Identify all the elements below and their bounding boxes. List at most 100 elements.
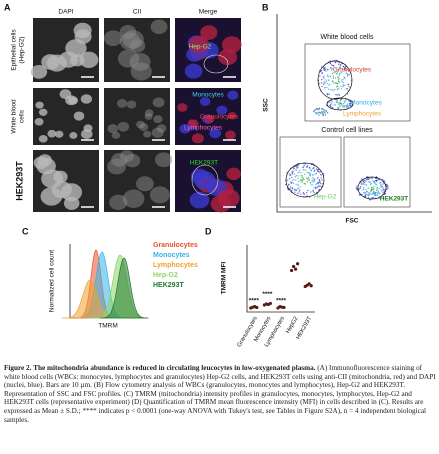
event: [369, 192, 371, 194]
event: [288, 173, 291, 175]
plot-title: White blood cells: [321, 34, 374, 41]
event: [320, 177, 322, 179]
event: [387, 187, 389, 189]
event: [329, 83, 331, 85]
cell: [200, 25, 218, 40]
event: [295, 169, 297, 171]
event: [335, 70, 337, 73]
event: [323, 68, 325, 70]
event: [373, 194, 376, 197]
event: [292, 170, 294, 172]
event: [310, 170, 313, 172]
event: [293, 178, 295, 181]
event: [367, 197, 370, 199]
event: [375, 183, 377, 185]
event: [379, 181, 382, 184]
event: [371, 177, 373, 179]
event: [345, 98, 347, 101]
event: [345, 65, 347, 68]
event: [318, 109, 320, 111]
event: [340, 104, 342, 106]
event: [370, 182, 373, 185]
event: [319, 171, 321, 174]
event: [312, 168, 314, 170]
event: [324, 82, 327, 84]
event: [336, 76, 339, 78]
event: [328, 79, 330, 81]
event: [307, 176, 309, 178]
event: [337, 108, 339, 110]
event: [317, 170, 320, 173]
event: [365, 188, 367, 191]
event: [377, 194, 379, 196]
event: [331, 107, 334, 109]
event: [334, 77, 337, 79]
panel-label: B: [262, 2, 269, 12]
event: [294, 176, 297, 178]
event: [286, 179, 289, 181]
event: [317, 169, 319, 171]
event: [338, 81, 341, 83]
overlay-label: Monocytes: [192, 92, 224, 99]
event: [330, 105, 332, 108]
event: [294, 191, 296, 193]
event: [319, 70, 322, 73]
event: [364, 194, 367, 197]
event: [326, 69, 329, 71]
cell: [193, 171, 216, 190]
event: [289, 174, 292, 176]
event: [332, 77, 335, 79]
event: [342, 106, 344, 108]
event: [335, 82, 337, 84]
overlay-label: HEK293T: [190, 160, 218, 167]
event: [321, 85, 323, 88]
event: [326, 82, 329, 85]
event: [375, 193, 377, 195]
cell: [156, 124, 167, 133]
legend-entry: Monocytes: [153, 252, 190, 259]
event: [345, 106, 348, 108]
event: [342, 81, 345, 84]
event: [355, 187, 358, 189]
event: [333, 104, 335, 106]
event: [322, 108, 325, 111]
event: [316, 170, 319, 172]
event: [375, 179, 377, 182]
event: [315, 168, 318, 170]
event: [300, 175, 302, 177]
event: [339, 99, 342, 102]
population-label: HEK293T: [380, 196, 409, 203]
axis-title: FSC: [346, 218, 359, 225]
event: [338, 74, 341, 76]
event: [367, 175, 369, 178]
event: [338, 103, 341, 105]
event: [349, 103, 351, 105]
event: [372, 179, 374, 182]
event: [328, 93, 331, 95]
event: [326, 75, 329, 77]
event: [317, 177, 319, 179]
cell: [210, 195, 232, 213]
event: [366, 190, 368, 193]
event: [299, 179, 302, 181]
event: [306, 164, 309, 167]
event: [296, 188, 299, 190]
event: [314, 178, 316, 181]
event: [291, 173, 294, 175]
cell: [73, 111, 85, 121]
event: [346, 73, 349, 75]
cell: [177, 103, 188, 112]
cell: [107, 124, 119, 134]
plot-title: Control cell lines: [321, 127, 373, 134]
event: [317, 185, 319, 188]
event: [369, 181, 371, 184]
event: [311, 162, 313, 164]
event: [327, 88, 330, 91]
event: [377, 178, 379, 181]
outline: [203, 54, 229, 74]
event: [339, 98, 342, 101]
event: [322, 111, 324, 113]
event: [303, 168, 305, 171]
event: [295, 183, 297, 186]
event: [320, 183, 322, 185]
